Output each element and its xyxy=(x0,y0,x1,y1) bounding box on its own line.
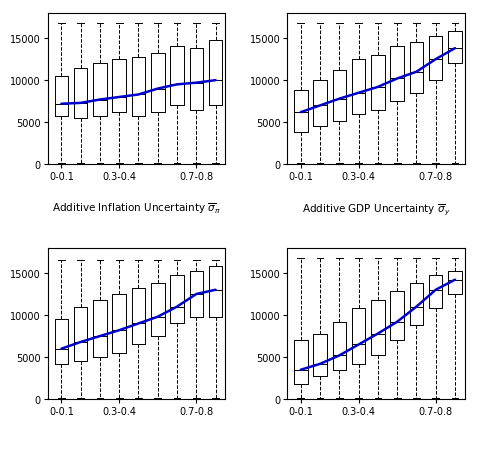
X-axis label: Additive GDP Uncertainty $\overline{\sigma}_{y}$: Additive GDP Uncertainty $\overline{\sig… xyxy=(302,202,450,216)
X-axis label: Additive Inflation Uncertainty $\overline{\sigma}_{\pi}$: Additive Inflation Uncertainty $\overlin… xyxy=(52,202,221,216)
